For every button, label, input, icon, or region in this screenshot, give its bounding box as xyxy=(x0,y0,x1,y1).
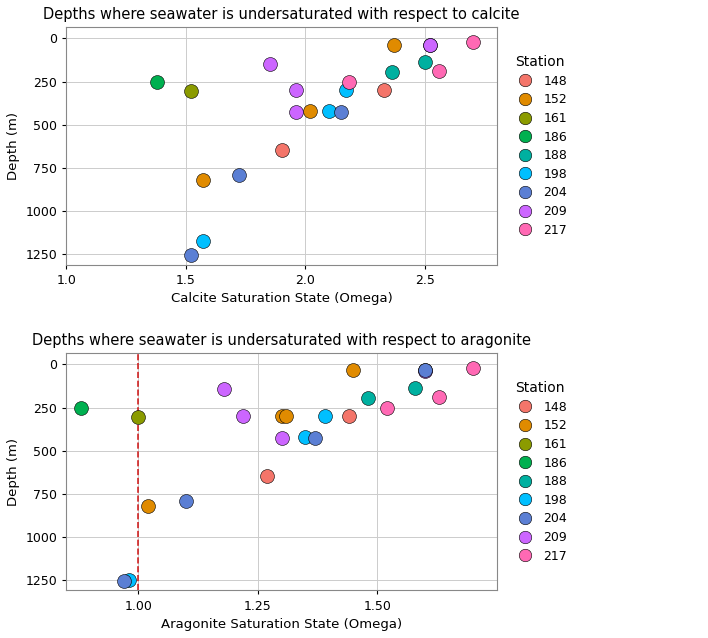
Point xyxy=(299,432,311,442)
Point xyxy=(324,106,335,116)
Point xyxy=(410,383,421,393)
Point xyxy=(276,411,287,421)
Point xyxy=(467,363,479,373)
Legend: 148, 152, 161, 186, 188, 198, 204, 209, 217: 148, 152, 161, 186, 188, 198, 204, 209, … xyxy=(508,50,573,242)
Point xyxy=(197,175,208,185)
Point xyxy=(276,145,287,155)
Point xyxy=(280,411,292,421)
Point xyxy=(424,40,435,50)
Point xyxy=(309,433,321,443)
Point xyxy=(185,250,196,260)
Point xyxy=(336,107,347,117)
Point xyxy=(276,433,287,443)
Point xyxy=(388,40,399,50)
Point xyxy=(343,411,354,421)
Point xyxy=(348,366,359,376)
Point xyxy=(304,106,316,116)
Point xyxy=(343,77,354,87)
Point xyxy=(341,85,352,95)
Point xyxy=(123,575,135,585)
Y-axis label: Depth (m): Depth (m) xyxy=(7,438,20,506)
Point xyxy=(467,37,479,47)
Point xyxy=(419,366,430,376)
Point xyxy=(434,66,445,77)
Point xyxy=(386,67,397,77)
Point xyxy=(197,236,208,246)
Point xyxy=(419,57,430,67)
Point xyxy=(185,86,196,96)
Point xyxy=(132,412,144,422)
Y-axis label: Depth (m): Depth (m) xyxy=(7,112,20,180)
Point xyxy=(219,384,230,394)
Point xyxy=(434,392,445,403)
Point xyxy=(419,366,430,376)
Point xyxy=(290,107,302,117)
Point xyxy=(319,411,330,421)
Point xyxy=(290,85,302,95)
Point xyxy=(118,576,130,586)
Point xyxy=(424,40,435,50)
Point xyxy=(233,170,244,180)
X-axis label: Calcite Saturation State (Omega): Calcite Saturation State (Omega) xyxy=(171,292,392,305)
Point xyxy=(379,85,390,95)
Point xyxy=(362,393,373,403)
Point xyxy=(264,59,275,69)
Point xyxy=(75,403,86,413)
Legend: 148, 152, 161, 186, 188, 198, 204, 209, 217: 148, 152, 161, 186, 188, 198, 204, 209, … xyxy=(508,376,573,568)
Title: Depths where seawater is undersaturated with respect to calcite: Depths where seawater is undersaturated … xyxy=(43,7,520,22)
Point xyxy=(152,77,163,87)
Point xyxy=(238,411,249,421)
Point xyxy=(381,403,392,413)
Title: Depths where seawater is undersaturated with respect to aragonite: Depths where seawater is undersaturated … xyxy=(32,333,531,348)
Point xyxy=(142,501,154,511)
Point xyxy=(181,496,192,506)
Point xyxy=(261,471,273,481)
X-axis label: Aragonite Saturation State (Omega): Aragonite Saturation State (Omega) xyxy=(161,618,402,631)
Point xyxy=(419,366,430,376)
